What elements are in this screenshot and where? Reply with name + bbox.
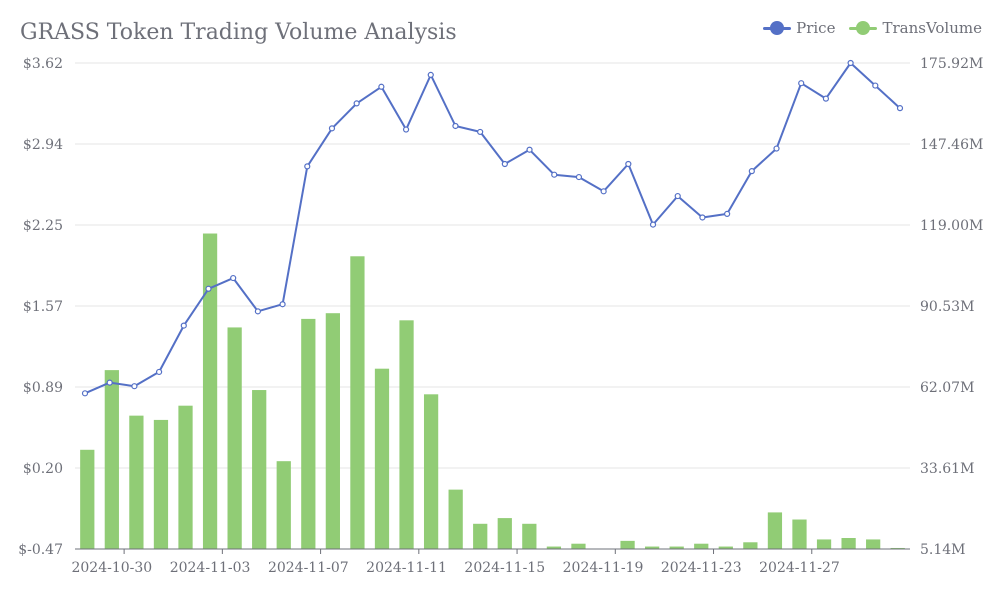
price-point [798, 80, 805, 87]
y-left-tick-label: $3.62 [23, 56, 63, 72]
price-point [427, 71, 434, 78]
volume-bar [645, 546, 660, 549]
volume-bar [325, 313, 340, 549]
legend-item-price[interactable]: Price [763, 19, 835, 37]
volume-bar [669, 546, 684, 549]
volume-bar [816, 539, 832, 549]
volume-bar [350, 256, 365, 549]
price-point [452, 122, 459, 130]
price-point [575, 173, 583, 181]
volume-bar [473, 523, 488, 549]
price-point [551, 171, 558, 178]
price-point [81, 390, 89, 397]
volume-bar [792, 519, 807, 549]
x-tick-label: 2024-11-07 [268, 560, 349, 576]
price-point [205, 285, 212, 292]
price-point [279, 301, 286, 308]
x-tick-label: 2024-11-19 [563, 560, 644, 576]
y-right-tick-label: 33.61M [920, 461, 974, 477]
y-left-tick-label: $2.25 [23, 218, 63, 234]
volume-bar [571, 543, 586, 549]
legend-price-swatch [763, 21, 792, 35]
price-point [501, 160, 508, 168]
y-right-tick-label: 175.92M [920, 56, 983, 72]
price-point [328, 125, 336, 132]
price-point [896, 105, 904, 112]
price-point [847, 59, 854, 67]
price-point [600, 188, 607, 195]
y-left-tick-label: $1.57 [23, 299, 63, 315]
price-point [748, 168, 755, 175]
x-tick-label: 2024-11-23 [661, 560, 742, 576]
legend-item-volume[interactable]: TransVolume [849, 19, 982, 37]
price-point [402, 126, 410, 133]
price-point [180, 322, 187, 329]
volume-bar [423, 394, 439, 549]
x-tick-label: 2024-11-03 [170, 560, 251, 576]
price-point [674, 192, 681, 200]
volume-bar [718, 546, 733, 549]
volume-bar [276, 461, 291, 549]
volume-bar [448, 489, 463, 549]
price-point [155, 368, 163, 376]
price-point [477, 128, 484, 136]
price-point [526, 146, 533, 153]
y-right-tick-label: 90.53M [920, 299, 974, 315]
volume-bar [767, 512, 783, 549]
y-right-tick-label: 119.00M [920, 218, 983, 234]
volume-bar [866, 539, 881, 549]
legend: Price TransVolume [763, 19, 982, 37]
volume-bar [546, 546, 562, 549]
legend-volume-label: TransVolume [882, 19, 982, 37]
y-left-tick-label: $2.94 [23, 137, 63, 153]
y-right-tick-label: 62.07M [920, 380, 974, 396]
price-line [84, 62, 901, 395]
y-left-tick-label: $-0.47 [18, 542, 63, 558]
volume-bar [252, 390, 267, 549]
volume-bar [104, 370, 119, 549]
volume-bar [80, 449, 95, 549]
volume-bar [890, 547, 905, 549]
volume-bar [301, 318, 316, 549]
legend-price-label: Price [796, 19, 836, 37]
volume-bar [374, 368, 390, 549]
volume-bar [522, 523, 537, 549]
volume-bar [497, 518, 512, 549]
volume-bar [743, 542, 758, 549]
volume-bar [399, 320, 414, 549]
y-right-tick-label: 5.14M [920, 542, 966, 558]
volume-bar [227, 327, 242, 549]
price-point [872, 82, 879, 89]
x-tick-label: 2024-11-11 [366, 560, 447, 576]
chart-title: GRASS Token Trading Volume Analysis [20, 20, 457, 45]
x-tick-label: 2024-11-15 [464, 560, 545, 576]
price-point [106, 379, 113, 386]
volume-bar [694, 543, 709, 549]
price-point [822, 95, 830, 102]
price-point [353, 100, 360, 107]
price-point [773, 145, 780, 152]
price-point [254, 308, 261, 315]
price-point [724, 210, 731, 218]
price-point [699, 214, 706, 221]
price-point [230, 274, 237, 282]
volume-bar [178, 405, 193, 549]
legend-volume-swatch [849, 21, 878, 35]
volume-bar [129, 415, 144, 549]
y-left-tick-label: $0.20 [23, 461, 63, 477]
price-point [625, 160, 632, 168]
price-point [131, 383, 138, 390]
price-point [304, 163, 311, 170]
volume-bar [620, 540, 635, 549]
y-left-tick-label: $0.89 [23, 380, 63, 396]
x-tick-label: 2024-11-27 [759, 560, 840, 576]
volume-bar [202, 233, 218, 550]
volume-bar [841, 538, 856, 549]
y-right-tick-label: 147.46M [920, 137, 983, 153]
x-tick-label: 2024-10-30 [71, 560, 152, 576]
price-point [649, 221, 657, 228]
volume-bar [153, 419, 169, 549]
price-point [378, 83, 385, 90]
